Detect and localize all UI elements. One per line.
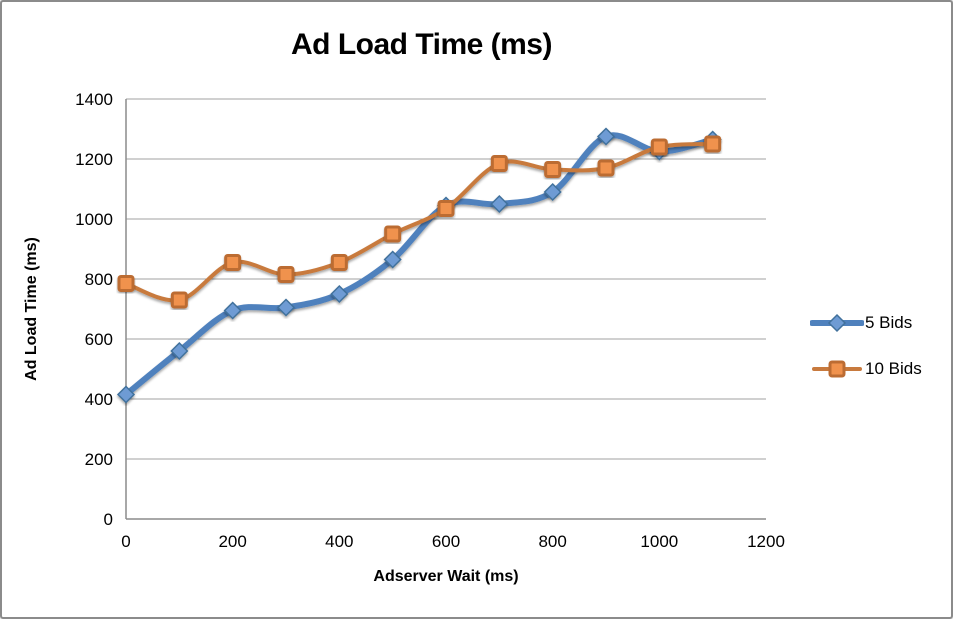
series-line-5-bids bbox=[123, 132, 716, 398]
marker-5-bids-700 bbox=[490, 194, 509, 214]
legend-item-10-bids: 10 Bids bbox=[810, 359, 922, 379]
x-tick-label-600: 600 bbox=[432, 532, 460, 551]
series-line-10-bids bbox=[124, 142, 715, 303]
y-tick-label-600: 600 bbox=[85, 330, 113, 349]
marker-10-bids-1000 bbox=[650, 138, 668, 156]
x-axis-title: Adserver Wait (ms) bbox=[373, 568, 519, 585]
x-tick-label-800: 800 bbox=[538, 532, 566, 551]
y-tick-label-1000: 1000 bbox=[75, 210, 113, 229]
y-tick-label-400: 400 bbox=[85, 390, 113, 409]
marker-10-bids-900 bbox=[597, 159, 615, 177]
marker-10-bids-200 bbox=[224, 254, 242, 271]
marker-5-bids-800 bbox=[543, 182, 562, 202]
legend-item-5-bids: 5 Bids bbox=[810, 313, 922, 333]
legend-label-10-bids: 10 Bids bbox=[865, 359, 922, 378]
marker-10-bids-300 bbox=[277, 266, 295, 283]
x-tick-label-0: 0 bbox=[121, 532, 130, 551]
marker-5-bids-200 bbox=[223, 301, 242, 320]
marker-10-bids-100 bbox=[170, 291, 188, 309]
x-tick-label-1000: 1000 bbox=[640, 532, 678, 551]
marker-10-bids-0 bbox=[117, 275, 135, 292]
y-axis-title: Ad Load Time (ms) bbox=[23, 237, 40, 381]
marker-10-bids-1100 bbox=[704, 135, 722, 153]
legend: 5 Bids 10 Bids bbox=[810, 313, 922, 379]
y-tick-label-1200: 1200 bbox=[75, 150, 113, 169]
x-tick-label-200: 200 bbox=[218, 532, 246, 551]
legend-marker-5-bids bbox=[810, 313, 864, 333]
marker-5-bids-0 bbox=[116, 385, 136, 404]
marker-5-bids-300 bbox=[276, 298, 296, 317]
marker-5-bids-500 bbox=[383, 250, 402, 269]
marker-10-bids-600 bbox=[437, 200, 455, 217]
y-tick-label-0: 0 bbox=[104, 510, 113, 529]
legend-marker-10-bids bbox=[812, 360, 862, 378]
marker-10-bids-800 bbox=[544, 161, 562, 178]
x-tick-label-1200: 1200 bbox=[747, 532, 785, 551]
marker-10-bids-500 bbox=[384, 225, 402, 243]
legend-label-5-bids: 5 Bids bbox=[865, 313, 913, 332]
y-tick-label-200: 200 bbox=[85, 450, 113, 469]
x-tick-label-400: 400 bbox=[325, 532, 353, 551]
marker-5-bids-900 bbox=[596, 127, 616, 146]
y-tick-label-800: 800 bbox=[85, 270, 113, 289]
y-tick-label-1400: 1400 bbox=[75, 90, 113, 109]
marker-10-bids-400 bbox=[330, 254, 348, 271]
marker-10-bids-700 bbox=[490, 155, 508, 172]
chart-title: Ad Load Time (ms) bbox=[291, 28, 552, 61]
marker-5-bids-100 bbox=[170, 341, 189, 361]
marker-5-bids-400 bbox=[330, 284, 349, 304]
